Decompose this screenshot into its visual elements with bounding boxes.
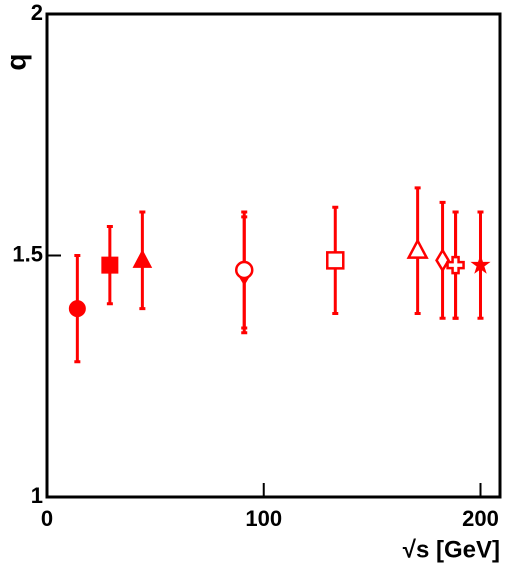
x-tick-label: 0 — [41, 506, 53, 531]
marker — [132, 249, 153, 268]
marker — [406, 237, 429, 259]
marker — [68, 300, 86, 318]
y-tick-label: 2 — [31, 0, 43, 25]
marker — [470, 254, 491, 274]
plot-frame — [45, 12, 502, 499]
y-tick-label: 1 — [31, 483, 43, 508]
marker — [234, 260, 254, 280]
marker — [435, 247, 451, 273]
x-tick-label: 100 — [245, 506, 282, 531]
x-tick-label: 200 — [462, 506, 499, 531]
y-tick-label: 1.5 — [12, 241, 43, 266]
marker — [446, 255, 465, 275]
y-axis-label: q — [0, 53, 31, 70]
marker — [101, 256, 119, 274]
marker — [326, 251, 345, 270]
x-axis-label: √s [GeV] — [403, 536, 500, 563]
